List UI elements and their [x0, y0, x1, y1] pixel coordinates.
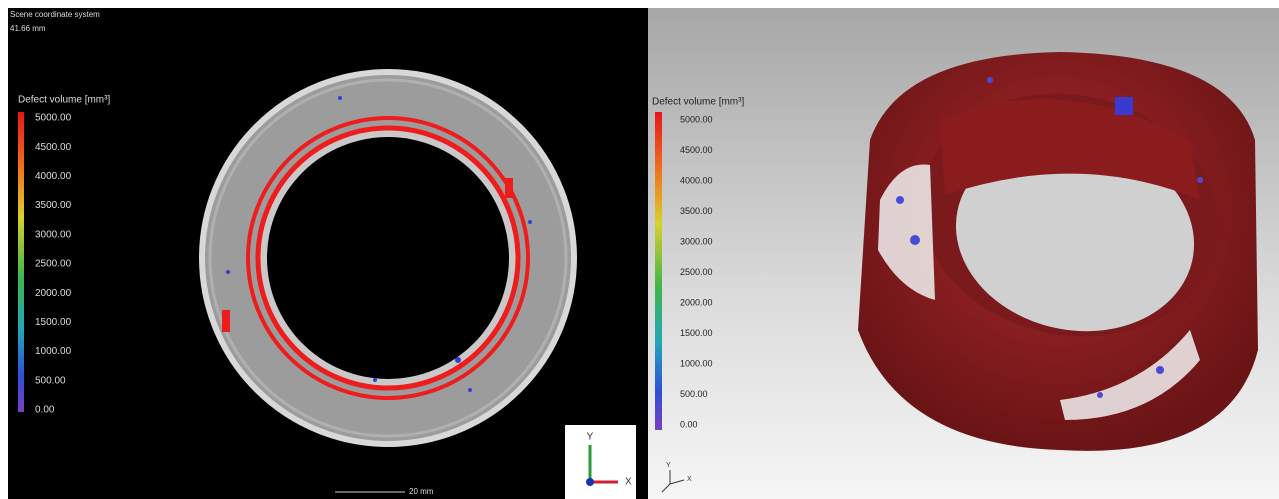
view-title: Scene coordinate system: [10, 10, 100, 19]
legend-tick-label: 0.00: [680, 419, 698, 429]
legend-tick-label: 5000.00: [35, 113, 72, 124]
axis-label-x: X: [687, 476, 692, 483]
legend-tick-label: 1500.00: [35, 317, 72, 328]
legend-tick-label: 1000.00: [680, 358, 713, 368]
measure: 41.66 mm: [10, 24, 46, 33]
legend-tick-label: 3000.00: [680, 236, 713, 246]
axis-label-x: X: [625, 477, 632, 488]
legend-tick-label: 4000.00: [680, 175, 713, 185]
screenshot: Scene coordinate system 41.66 mm Defect …: [0, 0, 1279, 499]
legend-tick-label: 0.00: [35, 405, 55, 416]
legend-tick-label: 4500.00: [680, 145, 713, 155]
axis-label-y: Y: [587, 432, 594, 443]
page: Scene coordinate system 41.66 mm Defect …: [0, 0, 1279, 499]
legend-title: Defect volume [mm³]: [652, 97, 744, 108]
legend-tick-label: 3000.00: [35, 229, 72, 240]
legend-tick-label: 2000.00: [35, 288, 72, 299]
legend-tick-label: 2500.00: [35, 259, 72, 270]
legend-tick-label: 3500.00: [680, 206, 713, 216]
ring-top-view: [202, 72, 574, 444]
legend-tick-label: 2500.00: [680, 267, 713, 277]
color-bar: [18, 112, 24, 412]
legend-tick-label: 500.00: [35, 375, 66, 386]
legend-tick-label: 1500.00: [680, 328, 713, 338]
legend-tick-label: 2000.00: [680, 297, 713, 307]
legend-title: Defect volume [mm³]: [18, 95, 110, 106]
axis-label-y: Y: [666, 462, 671, 469]
color-bar: [655, 112, 662, 430]
legend-tick-label: 3500.00: [35, 200, 72, 211]
legend-tick-label: 4500.00: [35, 142, 72, 153]
legend-tick-label: 1000.00: [35, 346, 72, 357]
legend-tick-label: 5000.00: [680, 114, 713, 124]
scale-label: 20 mm: [409, 487, 434, 496]
ring-3d-view: [858, 52, 1258, 451]
axis-triad-box: [565, 425, 636, 499]
legend-tick-label: 500.00: [680, 389, 708, 399]
legend-tick-label: 4000.00: [35, 171, 72, 182]
